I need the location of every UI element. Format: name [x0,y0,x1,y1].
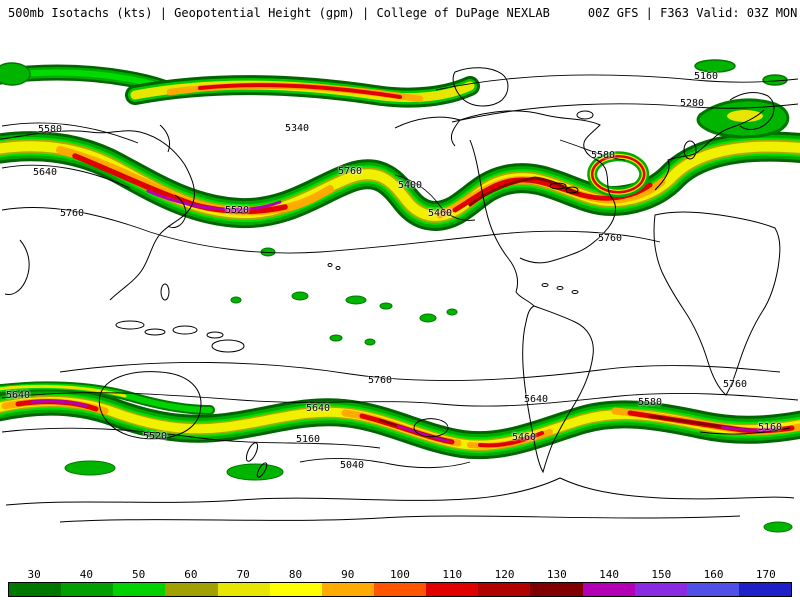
legend-swatch-60 [165,583,218,596]
legend-tick-160: 160 [703,568,724,581]
legend-tick-110: 110 [442,568,463,581]
height-contours-layer [1,74,799,469]
legend-swatch-40 [61,583,114,596]
legend-swatch-120 [478,583,531,596]
legend-tick-120: 120 [494,568,515,581]
legend-tick-80: 80 [288,568,303,581]
legend-swatch-70 [217,583,270,596]
legend-tick-90: 90 [341,568,355,581]
legend-swatch-30 [9,583,62,596]
title-bar: 500mb Isotachs (kts) | Geopotential Heig… [8,6,797,20]
product-title: 500mb Isotachs (kts) | Geopotential Heig… [8,6,550,20]
legend-tick-100: 100 [390,568,410,581]
legend-swatch-140 [582,583,635,596]
legend-tick-70: 70 [236,568,250,581]
legend-tick-50: 50 [132,568,146,581]
legend-tick-labels: 30 40 50 60 70 80 90 100 110 120 130 140 150 160 170 [8,568,792,581]
legend-swatch-50 [113,583,166,596]
legend-swatch-100 [373,583,427,596]
legend-swatch-80 [269,583,322,596]
legend-tick-150: 150 [651,568,672,581]
legend-tick-30: 30 [27,568,41,581]
legend-swatch-150 [634,583,687,596]
legend-swatch-90 [321,583,374,596]
legend-tick-60: 60 [184,568,198,581]
legend-swatch-130 [530,583,583,596]
isotach-bands-layer [0,59,800,533]
legend-tick-140: 140 [599,568,619,581]
model-run-info: 00Z GFS | F363 Valid: 03Z MON DEC 01 202… [587,6,798,20]
legend-swatch-110 [426,583,479,596]
isotach-legend: 30 40 50 60 70 80 90 100 110 120 130 140 150 160 170 [8,568,792,597]
legend-swatch-170 [738,583,792,596]
legend-swatch-160 [686,583,739,596]
legend-tick-170: 170 [755,568,776,581]
coastlines-layer [0,67,795,523]
legend-tick-130: 130 [546,568,567,581]
legend-tick-40: 40 [79,568,94,581]
legend-color-bar [8,582,792,597]
